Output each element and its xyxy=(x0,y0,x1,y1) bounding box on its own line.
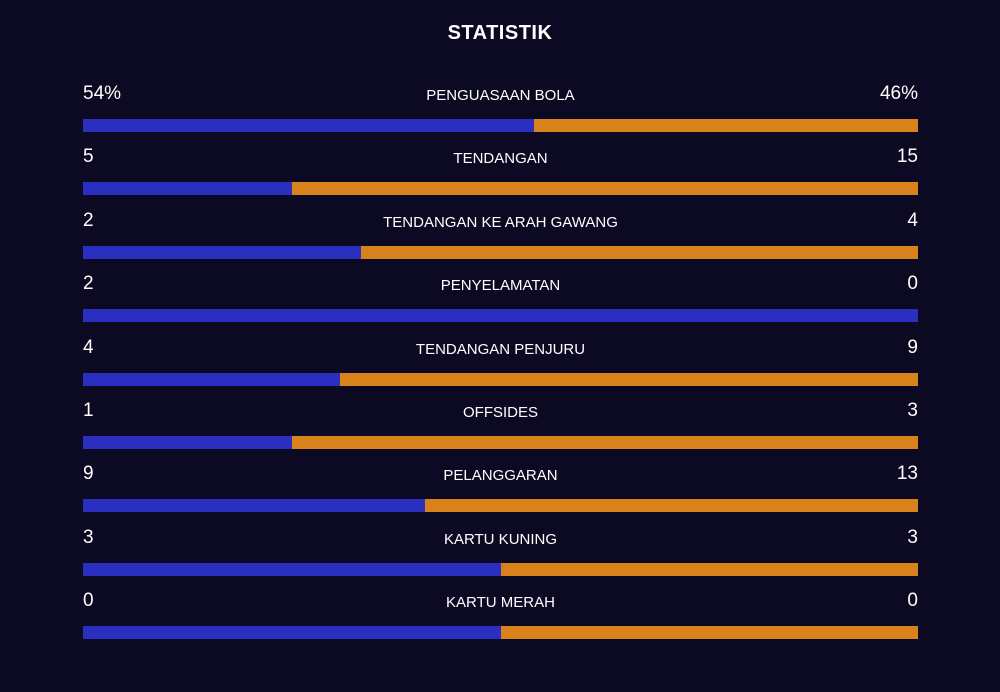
stat-label: KARTU KUNING xyxy=(443,530,558,548)
stat-label: PENGUASAAN BOLA xyxy=(426,87,575,104)
stat-bar xyxy=(83,182,918,196)
home-bar-segment xyxy=(83,499,425,513)
away-value: 3 xyxy=(907,526,918,548)
stat-bar xyxy=(83,309,918,323)
stat-label: TENDANGAN PENJURU xyxy=(415,340,586,358)
home-bar-segment xyxy=(83,562,501,576)
stat-bar xyxy=(83,499,918,513)
home-bar-segment xyxy=(83,626,501,640)
away-value: 9 xyxy=(907,336,918,358)
home-value: 4 xyxy=(83,336,94,358)
home-value: 54% xyxy=(83,83,122,104)
away-bar-segment xyxy=(361,245,918,259)
away-bar-segment xyxy=(533,119,918,132)
stat-bar xyxy=(83,626,918,640)
stat-row: 1 OFFSIDES 3 xyxy=(83,397,918,460)
away-value: 13 xyxy=(896,463,918,485)
away-bar-segment xyxy=(500,626,918,640)
stat-bar xyxy=(83,372,918,386)
stat-row: 0 KARTU MERAH 0 xyxy=(83,587,918,650)
away-value: 4 xyxy=(907,209,918,231)
away-bar-segment xyxy=(500,562,918,576)
stat-label: TENDANGAN xyxy=(453,150,548,168)
home-value: 0 xyxy=(83,590,94,612)
stat-row: 9 PELANGGARAN 13 xyxy=(83,460,918,523)
stat-bar xyxy=(83,245,918,259)
stat-bar xyxy=(83,562,918,576)
away-value: 0 xyxy=(907,273,918,295)
stat-label: TENDANGAN KE ARAH GAWANG xyxy=(383,213,618,231)
away-bar-segment xyxy=(291,182,918,196)
home-value: 9 xyxy=(83,463,94,485)
home-bar-segment xyxy=(83,309,918,323)
home-bar-segment xyxy=(83,435,292,449)
away-bar-segment xyxy=(291,435,918,449)
away-value: 15 xyxy=(896,146,918,168)
stat-label: PELANGGARAN xyxy=(443,467,558,485)
home-bar-segment xyxy=(83,245,362,259)
stat-row: 5 TENDANGAN 15 xyxy=(83,143,918,206)
stat-row: 3 KARTU KUNING 3 xyxy=(83,524,918,587)
stats-list: 54% PENGUASAAN BOLA 46% 5 TENDANGAN 15 2 TENDAN… xyxy=(83,80,918,651)
away-value: 46% xyxy=(879,83,918,104)
home-value: 1 xyxy=(83,399,94,421)
stats-title: STATISTIK xyxy=(447,22,553,44)
home-value: 3 xyxy=(83,526,94,548)
stat-bar xyxy=(83,119,918,132)
stat-bar xyxy=(83,435,918,449)
away-bar-segment xyxy=(339,372,918,386)
stat-label: KARTU MERAH xyxy=(446,594,555,612)
home-bar-segment xyxy=(83,119,534,132)
home-value: 2 xyxy=(83,273,94,295)
away-value: 0 xyxy=(907,590,918,612)
stat-label: PENYELAMATAN xyxy=(440,277,561,295)
away-value: 3 xyxy=(907,399,918,421)
stat-row: 2 TENDANGAN KE ARAH GAWANG 4 xyxy=(83,207,918,270)
stat-row: 4 TENDANGAN PENJURU 9 xyxy=(83,334,918,397)
away-bar-segment xyxy=(424,499,918,513)
home-bar-segment xyxy=(83,182,292,196)
home-bar-segment xyxy=(83,372,340,386)
stat-row: 54% PENGUASAAN BOLA 46% xyxy=(83,80,918,143)
home-value: 5 xyxy=(83,146,94,168)
stat-label: OFFSIDES xyxy=(462,403,538,421)
home-value: 2 xyxy=(83,209,94,231)
stat-row: 2 PENYELAMATAN 0 xyxy=(83,270,918,333)
